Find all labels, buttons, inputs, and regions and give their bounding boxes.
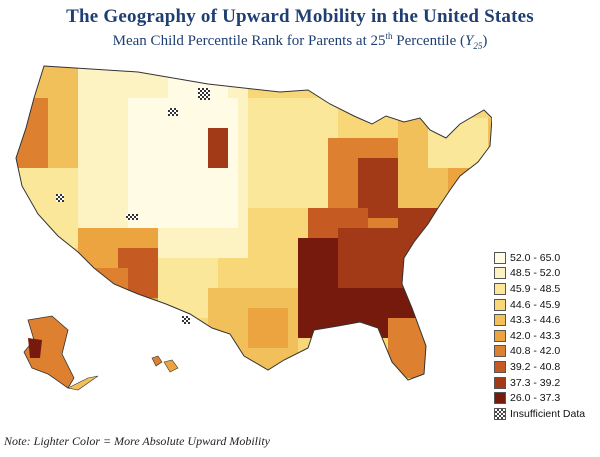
map-subtitle: Mean Child Percentile Rank for Parents a…: [0, 31, 600, 51]
legend-item: 39.2 - 40.8: [494, 359, 596, 375]
us-mobility-map: [15, 65, 492, 391]
legend-swatch: [494, 282, 506, 295]
map-legend: 52.0 - 65.0 48.5 - 52.0 45.9 - 48.5 44.6 - …: [494, 250, 596, 422]
map-title: The Geography of Upward Mobility in the …: [66, 6, 534, 27]
legend-label: 44.6 - 45.9: [510, 298, 561, 311]
subtitle-prefix: Mean Child Percentile Rank for Parents a…: [112, 33, 386, 49]
map-note: Note: Lighter Color = More Absolute Upwa…: [4, 434, 270, 448]
insufficient-data-patch: [168, 108, 178, 116]
insufficient-data-patch: [182, 316, 190, 324]
legend-label: Insufficient Data: [510, 407, 586, 420]
insufficient-data-patch: [126, 214, 138, 220]
subtitle-suffix: ): [482, 33, 488, 49]
legend-swatch: [494, 251, 506, 264]
legend-swatch: [494, 298, 506, 311]
subtitle-sup: th: [385, 31, 393, 41]
legend-swatch: [494, 267, 506, 280]
legend-swatch: [494, 407, 506, 420]
legend-item: 43.3 - 44.6: [494, 312, 596, 328]
contiguous-us: [16, 66, 492, 380]
legend-label: 45.9 - 48.5: [510, 282, 561, 295]
legend-item: 26.0 - 37.3: [494, 390, 596, 406]
legend-label: 42.0 - 43.3: [510, 329, 561, 342]
insufficient-data-patch: [198, 88, 210, 100]
legend-label: 40.8 - 42.0: [510, 345, 561, 358]
subtitle-middle: Percentile (: [392, 33, 465, 49]
legend-swatch: [494, 376, 506, 389]
legend-swatch: [494, 314, 506, 327]
legend-swatch: [494, 329, 506, 342]
subtitle-variable: Y25: [465, 33, 483, 51]
legend-item: 44.6 - 45.9: [494, 297, 596, 313]
alaska-dark-region: [28, 338, 42, 358]
legend-item: 40.8 - 42.0: [494, 344, 596, 360]
alaska-panhandle: [67, 375, 99, 391]
legend-swatch: [494, 345, 506, 358]
legend-label: 39.2 - 40.8: [510, 360, 561, 373]
legend-item: 48.5 - 52.0: [494, 266, 596, 282]
legend-label: 52.0 - 65.0: [510, 251, 561, 264]
legend-item: 42.0 - 43.3: [494, 328, 596, 344]
legend-swatch: [494, 392, 506, 405]
legend-item: Insufficient Data: [494, 406, 596, 422]
legend-label: 26.0 - 37.3: [510, 392, 561, 405]
insufficient-data-patch: [56, 194, 64, 202]
legend-item: 52.0 - 65.0: [494, 250, 596, 266]
legend-label: 37.3 - 39.2: [510, 376, 561, 389]
legend-item: 37.3 - 39.2: [494, 375, 596, 391]
hawaii-island: [163, 359, 179, 373]
legend-item: 45.9 - 48.5: [494, 281, 596, 297]
hawaii-island: [151, 355, 163, 367]
legend-label: 43.3 - 44.6: [510, 314, 561, 327]
subtitle-sub: 25: [473, 41, 483, 51]
legend-swatch: [494, 360, 506, 373]
legend-label: 48.5 - 52.0: [510, 267, 561, 280]
